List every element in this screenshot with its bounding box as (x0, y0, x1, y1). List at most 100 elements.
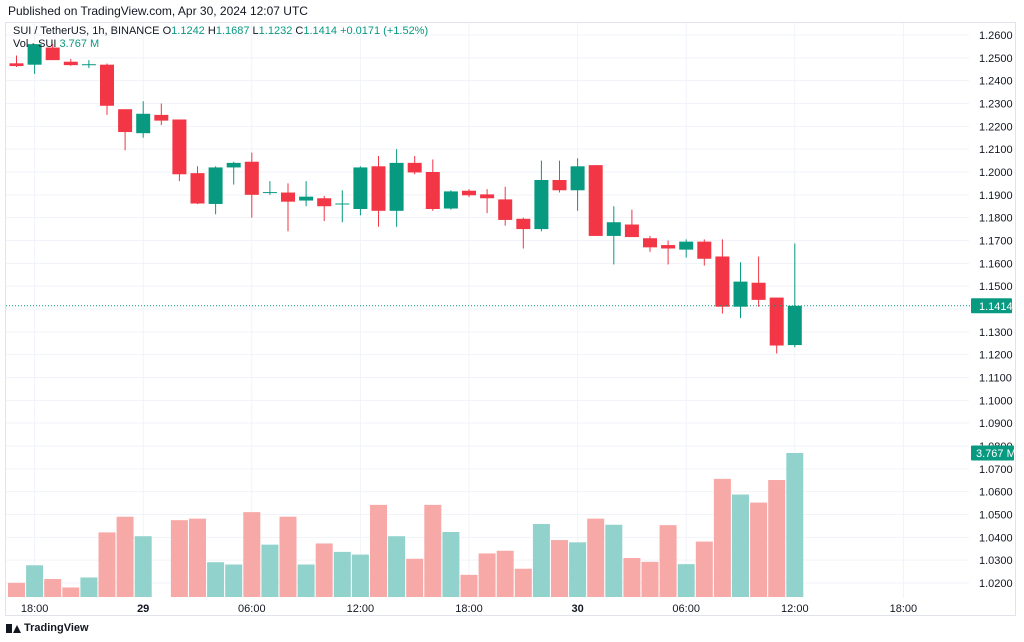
volume-bar (388, 536, 406, 597)
volume-bar (569, 542, 587, 597)
volume-bar (261, 544, 279, 597)
candle-body (606, 222, 621, 236)
open-label: O (162, 25, 172, 37)
candle-body (63, 61, 78, 66)
close-label: C (295, 25, 304, 37)
candle-body (118, 109, 133, 133)
candle-body (81, 64, 96, 66)
candle-body (516, 218, 531, 230)
footer-brand[interactable]: TradingView (24, 622, 89, 634)
candle-body (45, 47, 60, 61)
candle-body (787, 305, 802, 346)
volume-bar (659, 525, 677, 597)
candle-body (389, 162, 404, 211)
last-price-badge (971, 298, 1012, 314)
price-tick-label: 1.1300 (979, 327, 1013, 339)
high-label: H (207, 25, 216, 37)
price-tick-label: 1.2600 (979, 30, 1013, 42)
candle-body (751, 282, 766, 300)
volume-bar (406, 558, 424, 597)
volume-bar (279, 516, 297, 597)
price-tick-label: 1.1100 (979, 373, 1012, 385)
candle-body (9, 63, 24, 67)
volume-bar (189, 518, 206, 597)
chart-legend: SUI / TetherUS, 1h, BINANCE O1.1242 H 1.1… (13, 25, 428, 37)
volume-bar (62, 587, 80, 597)
candle-body (100, 64, 114, 106)
price-tick-label: 1.2200 (979, 121, 1013, 133)
volume-bar (587, 518, 605, 597)
last-volume-badge (971, 445, 1014, 461)
time-tick-label: 18:00 (21, 603, 49, 615)
close-value: 1.1414 (303, 25, 337, 37)
candle-body (371, 166, 386, 211)
volume-label[interactable]: Vol · SUI (13, 38, 57, 50)
price-tick-label: 1.2300 (979, 99, 1013, 111)
low-value: 1.1232 (258, 25, 293, 37)
price-tick-label: 1.2500 (979, 53, 1013, 65)
candle-body (172, 119, 187, 175)
volume-bar (677, 564, 695, 597)
tradingview-logo-icon (6, 623, 21, 633)
candle-body (697, 241, 712, 259)
price-tick-label: 1.0700 (979, 464, 1013, 476)
volume-bar (732, 494, 749, 597)
volume-bar (134, 536, 152, 597)
price-tick-label: 1.0500 (979, 510, 1013, 522)
time-tick-label: 18:00 (890, 603, 918, 615)
price-tick-label: 1.2100 (979, 144, 1013, 156)
volume-bar (26, 565, 44, 597)
price-tick-label: 1.1800 (979, 213, 1013, 225)
volume-bar (424, 504, 442, 597)
candle-body (570, 166, 585, 191)
time-tick-label: 18:00 (455, 603, 483, 615)
volume-bar (713, 478, 731, 597)
time-tick-label: 06:00 (672, 603, 700, 615)
volume-bar (442, 532, 460, 597)
price-tick-label: 1.0400 (979, 532, 1013, 544)
candle-body (281, 192, 295, 202)
volume-bar (351, 554, 369, 597)
volume-bar (532, 523, 550, 597)
candle-body (462, 190, 476, 196)
volume-bar (768, 480, 786, 597)
volume-bar (207, 562, 225, 597)
candle-body (262, 192, 277, 194)
volume-bar (496, 550, 514, 597)
volume-bar (44, 579, 62, 597)
time-tick-label: 06:00 (238, 603, 266, 615)
candle-body (407, 162, 422, 173)
candle-body (661, 245, 676, 249)
volume-bar (370, 504, 387, 597)
candle-body (208, 167, 223, 204)
price-tick-label: 1.1500 (979, 281, 1013, 293)
price-tick-label: 1.2400 (979, 76, 1013, 88)
symbol-label[interactable]: SUI / TetherUS, 1h, BINANCE (13, 25, 160, 37)
open-value: 1.1242 (171, 25, 205, 37)
volume-bar (243, 512, 261, 597)
volume-bar (98, 532, 116, 597)
candle-body (335, 203, 350, 205)
time-tick-label: 29 (137, 603, 149, 615)
volume-legend: Vol · SUI 3.767 M (13, 38, 99, 50)
volume-bar (8, 582, 25, 597)
price-tick-label: 1.1200 (979, 350, 1013, 362)
candle-body (226, 162, 241, 168)
candle-body (425, 172, 440, 209)
volume-value: 3.767 M (59, 38, 100, 50)
volume-bar (460, 574, 478, 597)
price-tick-label: 1.0900 (979, 418, 1013, 430)
chart-frame[interactable] (5, 22, 1016, 616)
candle-body (552, 179, 567, 191)
candle-body (190, 173, 205, 204)
volume-bar (551, 540, 568, 597)
price-tick-label: 1.0200 (979, 578, 1013, 590)
candle-body (498, 199, 513, 220)
volume-bar (333, 551, 351, 597)
volume-bar (623, 558, 641, 597)
volume-bar (514, 568, 532, 597)
price-tick-label: 1.1700 (979, 236, 1013, 248)
candle-body (154, 114, 169, 121)
candle-body (443, 191, 458, 209)
